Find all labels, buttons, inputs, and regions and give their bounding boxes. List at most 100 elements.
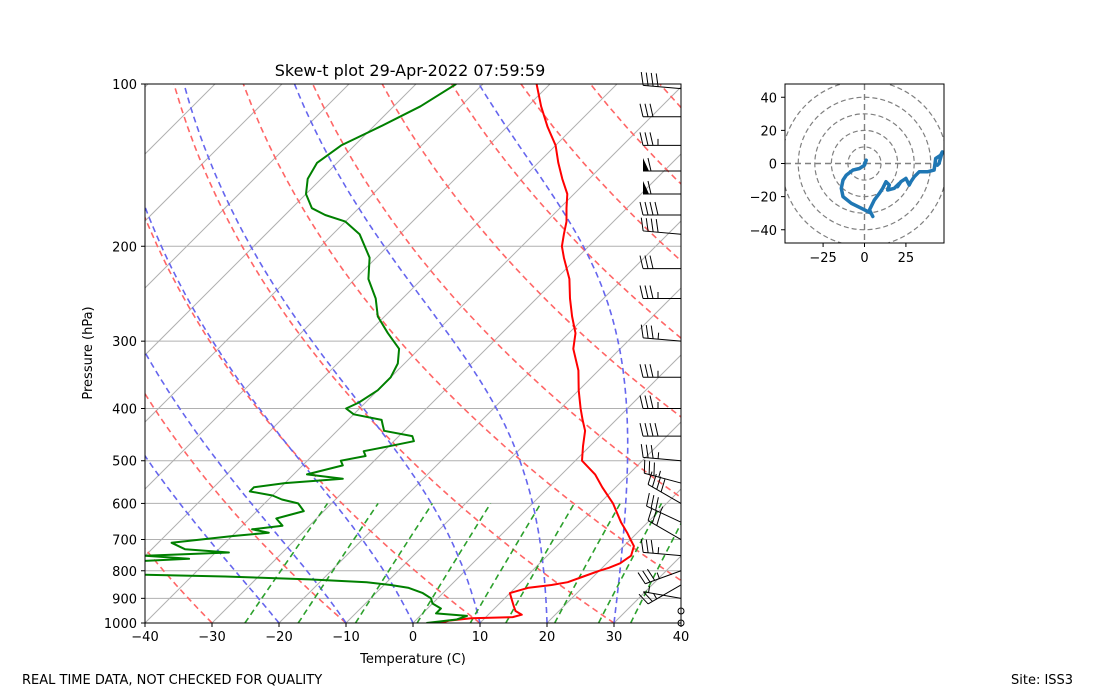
hodograph-y-tick-label: 40	[760, 91, 777, 106]
barb-feather	[649, 132, 654, 146]
wind-barb	[639, 364, 681, 378]
barb-feather	[649, 364, 654, 378]
isotherm-10	[479, 421, 681, 623]
dewpoint-trace	[145, 84, 468, 623]
dry-adiabat	[450, 84, 681, 340]
dry-adiabat	[520, 84, 681, 262]
isotherm--90	[145, 84, 350, 289]
wind-barb	[677, 619, 685, 627]
barb-feather	[649, 201, 654, 216]
hodograph-ring	[814, 113, 915, 214]
barb-feather	[642, 570, 651, 583]
site-label: Site: ISS3	[1011, 673, 1074, 688]
wind-barb	[639, 285, 681, 299]
wind-barb	[643, 459, 682, 484]
barb-feather	[655, 218, 659, 233]
wind-barb	[639, 103, 681, 118]
x-axis-label: Temperature (C)	[359, 652, 466, 667]
barb-feather	[640, 444, 644, 458]
wind-barb	[646, 492, 682, 523]
barb-staff	[646, 505, 682, 523]
barb-feather	[639, 201, 644, 216]
isotherm--80	[145, 84, 417, 356]
isotherm--60	[145, 84, 551, 490]
wind-barb	[640, 444, 682, 462]
barb-feather	[642, 591, 653, 602]
barb-feather	[640, 217, 644, 232]
x-tick-label: 0	[409, 630, 417, 645]
barb-feather	[645, 218, 649, 232]
barb-staff	[647, 584, 682, 605]
isotherm-30	[613, 555, 681, 623]
mixing-ratio-line	[297, 502, 379, 623]
barb-staff	[645, 570, 682, 585]
hodograph-trace	[839, 150, 944, 219]
barb-feather	[651, 510, 657, 524]
barb-feather	[644, 395, 649, 409]
dry-adiabat	[173, 84, 615, 623]
isotherm--10	[345, 287, 681, 623]
hodograph-y-tick-label: −40	[750, 224, 777, 239]
barb-half-feather	[658, 470, 661, 478]
barb-feather	[646, 492, 650, 507]
wind-barb	[640, 324, 682, 342]
y-tick-label: 400	[112, 403, 137, 418]
barb-staff	[643, 84, 682, 90]
barb-feather	[644, 422, 649, 437]
barb-feather	[644, 103, 649, 117]
dry-adiabat	[242, 84, 681, 582]
calm-circle	[677, 619, 685, 627]
barb-feather	[654, 201, 659, 216]
barb-feather	[638, 593, 649, 605]
mixing-ratio-line	[354, 502, 434, 623]
barb-feather	[650, 325, 654, 339]
wind-barb	[639, 422, 681, 437]
x-tick-label: 40	[673, 630, 690, 645]
calm-circle	[677, 607, 685, 615]
dry-adiabat	[659, 84, 681, 109]
wind-barb	[640, 539, 682, 557]
wind-barb	[639, 395, 681, 410]
hodograph-x-tick-label: 25	[898, 251, 915, 266]
wind-barb	[677, 607, 685, 615]
barb-staff	[643, 230, 682, 235]
dry-adiabat	[589, 84, 681, 186]
moist-adiabat	[145, 204, 414, 623]
quality-disclaimer: REAL TIME DATA, NOT CHECKED FOR QUALITY	[22, 673, 323, 688]
skewt-ticks: −40 −30 −20 −10 0 10 20 30 40 100 200 300 400 500 600 7…	[104, 78, 689, 645]
barb-feather	[656, 512, 662, 526]
mixing-ratio-line	[244, 502, 329, 623]
barb-feather	[647, 157, 652, 172]
wind-barb	[639, 132, 681, 146]
barb-feather	[647, 180, 652, 195]
y-tick-label: 300	[112, 335, 137, 350]
y-tick-label: 800	[112, 565, 137, 580]
dry-adiabat	[145, 547, 213, 623]
x-tick-label: 30	[606, 630, 623, 645]
isotherm--30	[211, 153, 681, 623]
barb-feather	[645, 325, 649, 339]
skewt-profiles	[145, 84, 635, 623]
barb-feather	[644, 364, 649, 378]
isotherm-0	[412, 354, 681, 623]
y-axis-label: Pressure (hPa)	[81, 306, 96, 399]
hodograph-y-tick-label: 0	[769, 158, 777, 173]
barb-feather	[649, 395, 654, 409]
dry-adiabat	[145, 392, 347, 623]
hodograph-x-tick-label: −25	[809, 251, 836, 266]
barb-feather	[640, 539, 644, 553]
mixing-ratio-line	[416, 502, 492, 623]
barb-feather	[639, 422, 644, 437]
barb-feather	[649, 422, 654, 437]
dry-adiabat	[381, 84, 681, 418]
barb-feather	[647, 507, 653, 521]
wind-barb	[638, 584, 682, 605]
barb-feather	[645, 72, 649, 86]
hodograph-plot	[785, 84, 944, 243]
barb-feather	[644, 255, 649, 269]
barb-feather	[650, 218, 654, 232]
dry-adiabat	[311, 84, 681, 499]
barb-flag	[643, 157, 649, 171]
barb-feather	[639, 132, 644, 146]
